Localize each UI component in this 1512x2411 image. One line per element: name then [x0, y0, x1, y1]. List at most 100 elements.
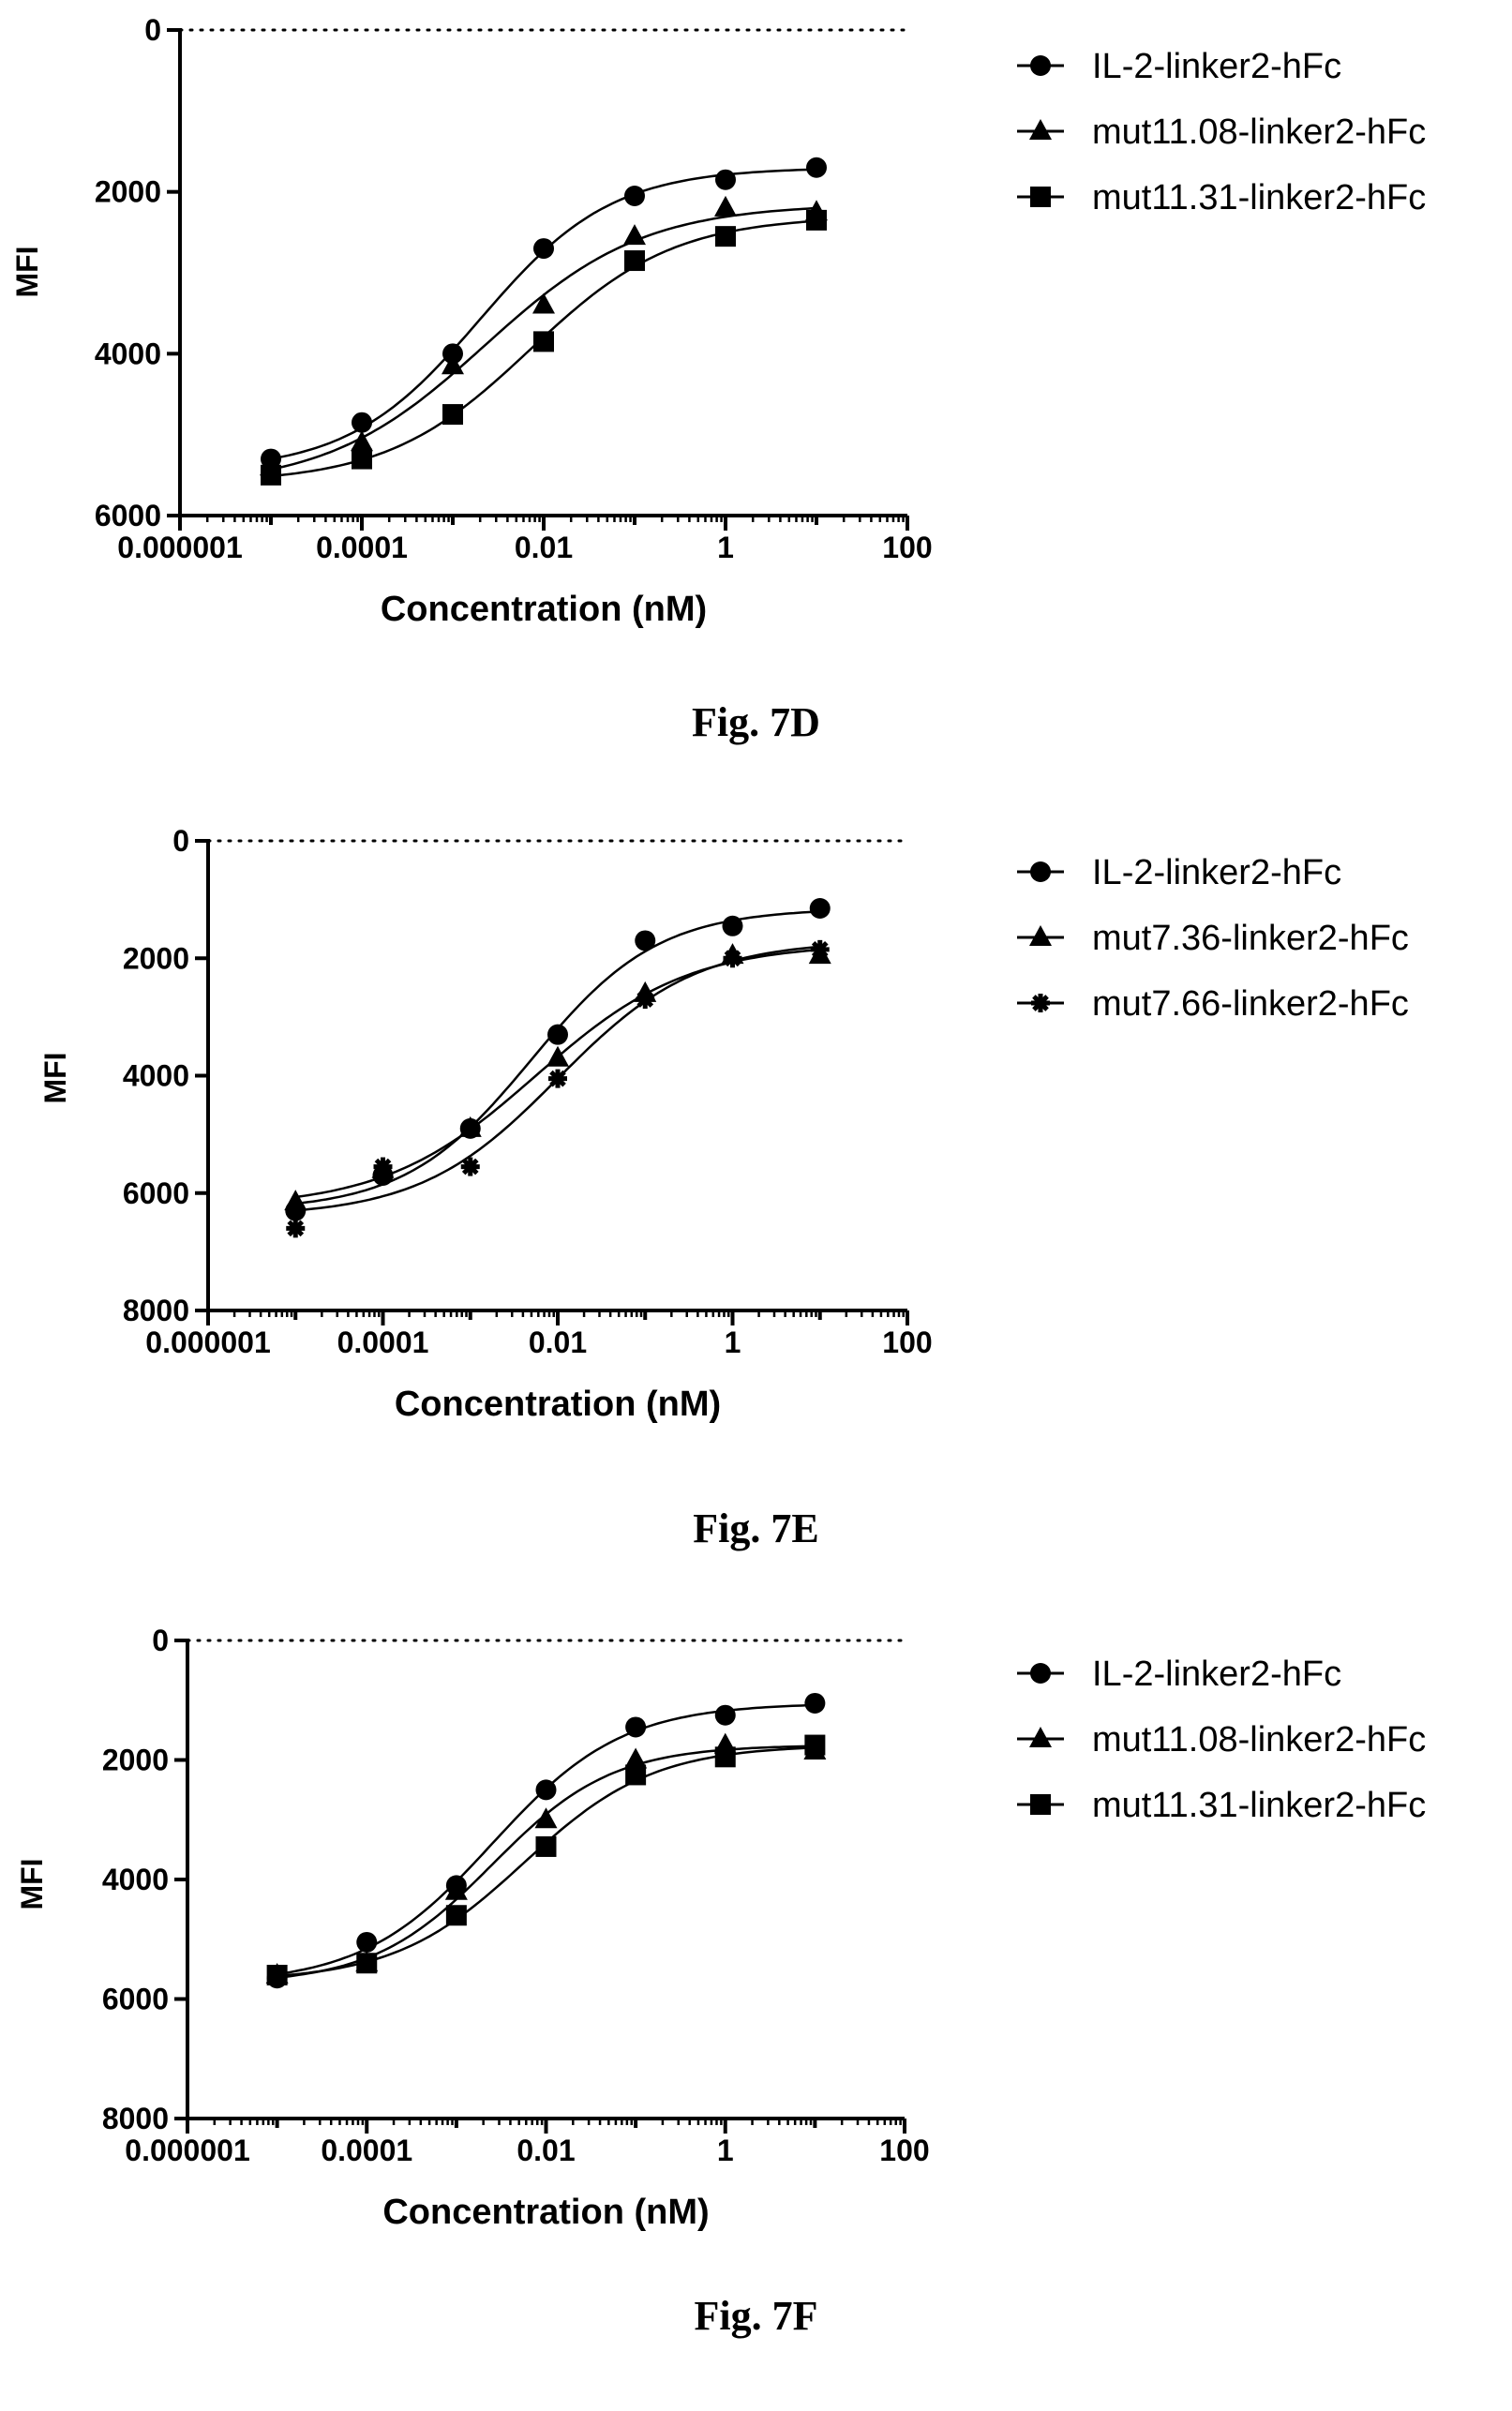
fig-caption: Fig. 7D	[692, 699, 820, 745]
y-tick-label: 4000	[95, 337, 161, 370]
series-2	[265, 1732, 827, 1984]
legend-label: mut11.31-linker2-hFc	[1092, 178, 1426, 217]
data-point	[723, 949, 742, 968]
legend-label: mut11.31-linker2-hFc	[1092, 1786, 1426, 1825]
x-tick-label: 1	[717, 2134, 734, 2167]
data-point	[533, 331, 554, 352]
figure-7d: 0 2000 4000 6000 0.000001 0.0001 0.01 1 100 Conce…	[0, 0, 1512, 759]
x-axis-title: Concentration (nM)	[395, 1385, 721, 1424]
data-point	[804, 1734, 826, 1756]
data-point	[532, 292, 555, 314]
data-point	[533, 238, 554, 260]
legend-marker	[1030, 861, 1051, 882]
x-tick-label: 100	[882, 1325, 932, 1359]
figure-7e: 0 2000 4000 6000 8000 0.000001 0.0001 0.01 1 100 C…	[0, 806, 1512, 1565]
x-tick-label: 0.0001	[337, 1325, 429, 1359]
y-tick-label: 6000	[123, 1176, 189, 1210]
y-axis-title: MFI	[10, 246, 44, 297]
x-tick-label: 0.01	[515, 531, 573, 564]
data-point	[806, 209, 827, 231]
data-point	[623, 224, 646, 246]
legend-entry: IL-2-linker2-hFc	[1017, 47, 1341, 86]
legend-marker	[1030, 1663, 1051, 1684]
legend-entry: IL-2-linker2-hFc	[1017, 1655, 1341, 1694]
data-point	[714, 1746, 736, 1768]
legend-marker	[1029, 119, 1052, 140]
data-point	[636, 990, 655, 1010]
data-point	[373, 1157, 393, 1176]
fig-caption: Fig. 7F	[694, 2293, 818, 2339]
x-tick-label: 1	[725, 1325, 741, 1359]
data-point	[715, 226, 736, 247]
x-tick-label: 1	[717, 531, 734, 564]
legend-label: IL-2-linker2-hFc	[1092, 1655, 1341, 1694]
legend-entry: mut11.08-linker2-hFc	[1017, 1720, 1426, 1760]
data-point	[547, 1024, 568, 1045]
x-axis-title: Concentration (nM)	[381, 590, 707, 629]
data-point	[352, 412, 372, 433]
series-3	[261, 209, 827, 486]
data-point	[284, 1190, 307, 1211]
y-axis-title: MFI	[15, 1858, 49, 1909]
x-tick-label: 0.01	[529, 1325, 587, 1359]
data-point	[810, 939, 830, 959]
legend-marker	[1029, 1727, 1052, 1747]
legend-label: mut7.36-linker2-hFc	[1092, 919, 1409, 958]
x-tick-label: 0.01	[516, 2134, 575, 2167]
y-tick-label: 4000	[102, 1863, 169, 1896]
data-point	[444, 1879, 468, 1900]
legend-marker	[1030, 187, 1051, 207]
x-tick-label: 100	[882, 531, 932, 564]
data-point	[804, 1692, 826, 1714]
legend-marker	[1029, 925, 1052, 946]
data-point	[624, 1747, 648, 1769]
data-point	[806, 157, 827, 178]
data-point	[625, 1716, 647, 1738]
data-point	[356, 1953, 378, 1974]
y-tick-label: 2000	[123, 941, 189, 975]
data-point	[442, 353, 464, 375]
legend-entry: mut11.08-linker2-hFc	[1017, 112, 1426, 152]
data-point	[624, 185, 645, 206]
legend-label: mut11.08-linker2-hFc	[1092, 1720, 1426, 1760]
data-point	[809, 898, 831, 920]
y-tick-label: 8000	[123, 1294, 189, 1327]
data-point	[715, 169, 736, 190]
data-point	[286, 1219, 306, 1238]
y-tick-label: 0	[172, 824, 189, 858]
figure-7f: 0 2000 4000 6000 8000 0.000001 0.0001 0.01 1 100 C…	[0, 1612, 1512, 2372]
legend-marker	[1030, 55, 1051, 76]
fig-caption: Fig. 7E	[693, 1505, 819, 1551]
data-point	[460, 1157, 480, 1176]
x-tick-label: 0.000001	[145, 1325, 270, 1359]
x-axis-title: Concentration (nM)	[382, 2193, 709, 2232]
x-tick-label: 0.000001	[117, 531, 242, 564]
data-point	[546, 1045, 569, 1067]
y-tick-label: 2000	[95, 175, 161, 209]
legend-entry: mut11.31-linker2-hFc	[1017, 1786, 1426, 1825]
data-point	[548, 1069, 567, 1088]
y-tick-label: 4000	[123, 1059, 189, 1093]
legend-entry: mut11.31-linker2-hFc	[1017, 178, 1426, 217]
data-point	[635, 930, 656, 951]
data-point	[624, 250, 645, 272]
data-point	[714, 195, 737, 217]
legend-label: mut11.08-linker2-hFc	[1092, 112, 1426, 152]
legend-entry: mut7.36-linker2-hFc	[1017, 919, 1409, 958]
data-point	[261, 464, 281, 486]
y-tick-label: 0	[152, 1624, 169, 1657]
series-3	[266, 1734, 826, 1985]
legend-label: IL-2-linker2-hFc	[1092, 853, 1341, 892]
data-point	[458, 1116, 482, 1137]
y-tick-label: 2000	[102, 1744, 169, 1777]
legend-marker	[1030, 1794, 1051, 1815]
legend-label: IL-2-linker2-hFc	[1092, 47, 1341, 86]
data-point	[535, 1835, 557, 1857]
data-point	[352, 448, 372, 470]
series-3	[286, 939, 830, 1238]
x-tick-label: 0.0001	[316, 531, 408, 564]
data-point	[445, 1905, 467, 1926]
